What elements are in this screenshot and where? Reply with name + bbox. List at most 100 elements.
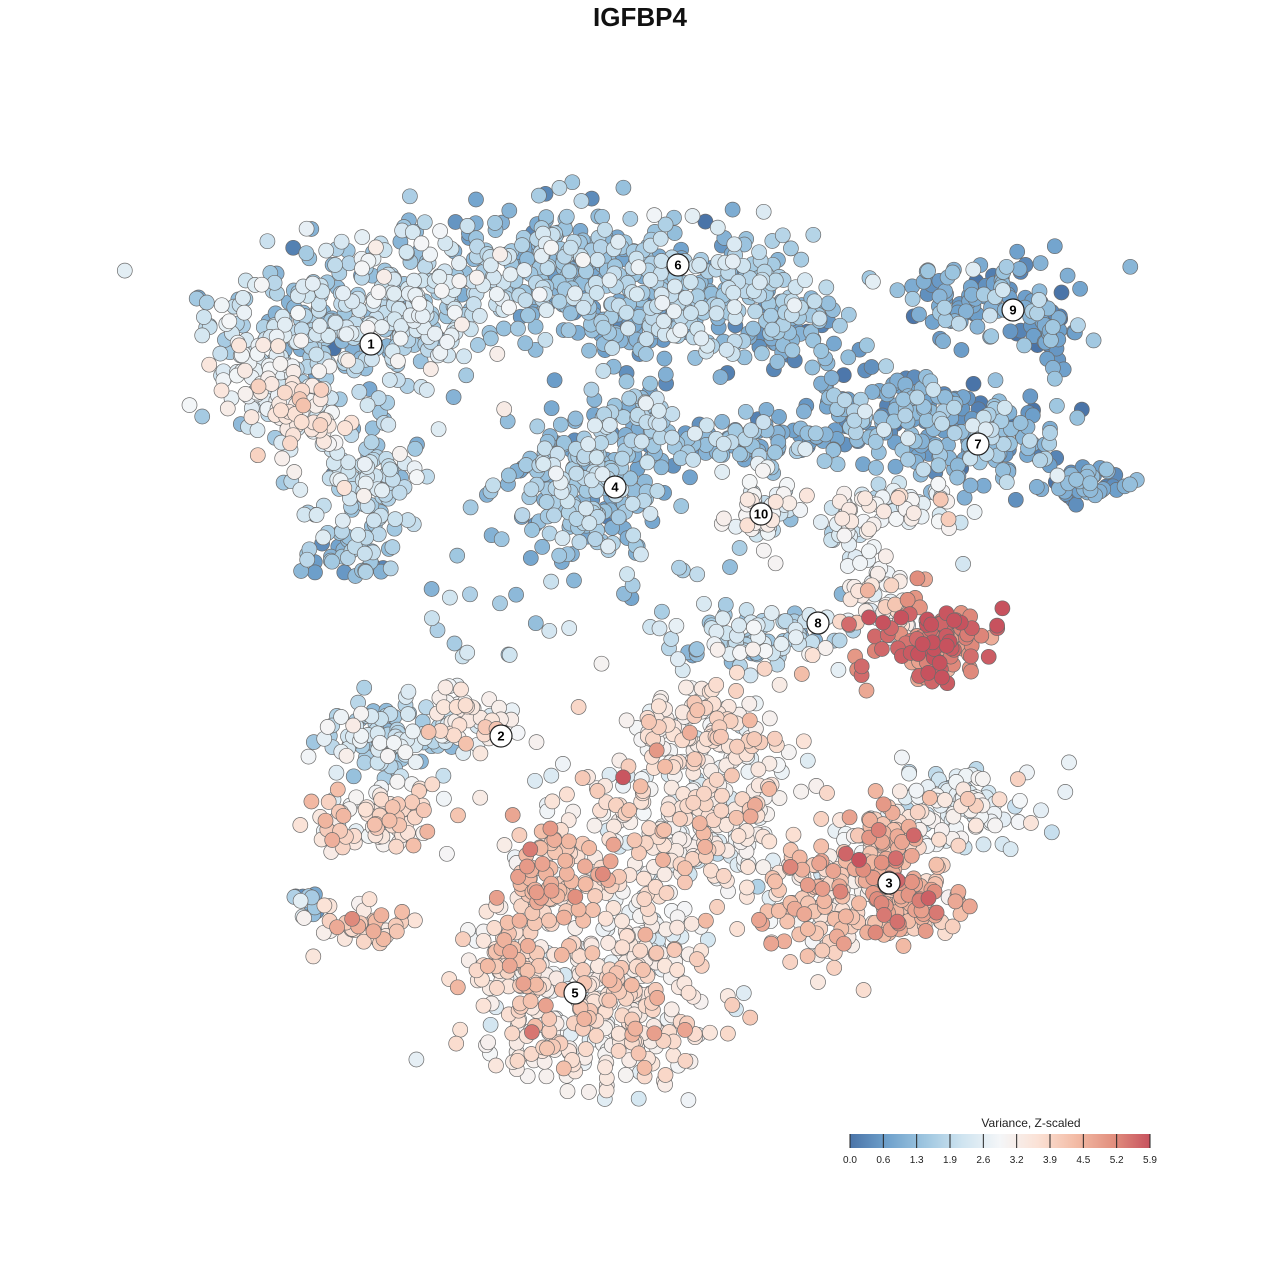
cell-point <box>597 910 614 927</box>
legend-tick-label: 2.6 <box>976 1155 990 1166</box>
cell-point <box>656 866 673 883</box>
cell-point <box>201 356 218 373</box>
cell-point <box>783 240 799 257</box>
cell-point <box>689 641 705 657</box>
cell-point <box>889 913 906 930</box>
cell-point <box>439 845 455 862</box>
cell-point <box>534 539 551 555</box>
cell-point <box>470 337 486 353</box>
cell-point <box>894 834 910 850</box>
cell-point <box>786 297 803 314</box>
cell-point <box>560 833 577 850</box>
cell-point <box>672 811 688 827</box>
cell-point <box>194 327 211 344</box>
cell-point <box>905 827 922 844</box>
cell-point <box>880 382 897 399</box>
cell-point <box>431 269 448 285</box>
cell-point <box>958 303 974 320</box>
cell-point <box>327 314 344 331</box>
cell-point <box>534 855 551 872</box>
cell-point <box>635 962 651 978</box>
cell-point <box>892 783 908 800</box>
cell-point <box>535 456 552 472</box>
cell-point <box>708 305 725 322</box>
cell-point <box>670 651 686 668</box>
cell-point <box>212 345 229 362</box>
cell-point <box>482 257 499 274</box>
cell-point <box>255 337 272 353</box>
cell-point <box>580 436 597 453</box>
cell-point <box>520 938 536 954</box>
cluster-label-1: 1 <box>359 332 383 356</box>
cluster-label-5: 5 <box>563 981 587 1005</box>
cell-point <box>796 403 812 420</box>
cell-point <box>1021 432 1038 449</box>
cell-point <box>864 384 881 400</box>
cell-point <box>303 793 320 810</box>
legend-ticks: 0.0 0.6 1.3 1.9 2.6 3.2 3.9 4.5 5.2 5.9 <box>843 1134 1157 1166</box>
cell-point <box>445 389 462 405</box>
cell-point <box>649 483 666 499</box>
cell-point <box>807 425 824 442</box>
cell-point <box>991 791 1008 808</box>
cell-point <box>329 781 346 798</box>
cell-point <box>587 417 603 434</box>
cell-point <box>1098 461 1115 478</box>
cell-point <box>457 697 474 714</box>
cell-point <box>350 526 366 543</box>
cell-point <box>344 910 360 927</box>
cell-point <box>511 912 528 929</box>
cell-point <box>934 415 950 432</box>
cell-point <box>196 309 212 325</box>
cell-point <box>459 218 476 234</box>
cell-point <box>537 331 554 348</box>
cluster-label-8: 8 <box>806 611 830 635</box>
cell-point <box>576 1011 593 1027</box>
cell-point <box>253 276 270 293</box>
cell-point <box>724 253 741 270</box>
cell-point <box>755 859 772 876</box>
cell-point <box>630 1045 647 1062</box>
cell-point <box>594 866 611 882</box>
cell-point <box>709 899 725 915</box>
cell-point <box>1085 332 1102 349</box>
cell-point <box>559 1083 576 1100</box>
cell-point <box>372 734 388 751</box>
cell-point <box>531 187 547 204</box>
legend-tick-label: 1.9 <box>943 1155 957 1166</box>
cell-point <box>559 786 575 803</box>
cell-point <box>965 261 982 278</box>
cell-point <box>717 596 734 613</box>
cell-point <box>927 439 944 455</box>
cell-point <box>305 948 322 965</box>
cell-point <box>769 353 786 370</box>
cell-point <box>1033 802 1049 819</box>
cell-point <box>1122 258 1139 275</box>
cell-point <box>982 307 998 324</box>
cell-point <box>543 400 560 417</box>
cell-point <box>998 474 1015 491</box>
cell-point <box>219 400 236 417</box>
cell-point <box>638 331 655 347</box>
cell-point <box>846 412 863 429</box>
cell-point <box>456 348 472 365</box>
cell-point <box>480 1034 496 1051</box>
cell-point <box>522 550 539 566</box>
cell-point <box>671 559 687 576</box>
cell-point <box>452 1021 469 1038</box>
cell-point <box>890 490 906 506</box>
cell-point <box>761 781 778 797</box>
cell-point <box>739 491 756 508</box>
cell-point <box>615 769 631 786</box>
cell-point <box>1068 471 1085 488</box>
cell-point <box>231 337 247 354</box>
cluster-label-text: 7 <box>974 437 981 452</box>
cell-point <box>728 809 745 826</box>
cell-point <box>863 359 880 375</box>
cell-point <box>435 767 452 784</box>
cell-point <box>917 923 934 939</box>
cell-point <box>324 832 341 848</box>
cell-point <box>788 629 804 646</box>
cell-point <box>453 681 469 698</box>
cell-point <box>446 635 463 652</box>
